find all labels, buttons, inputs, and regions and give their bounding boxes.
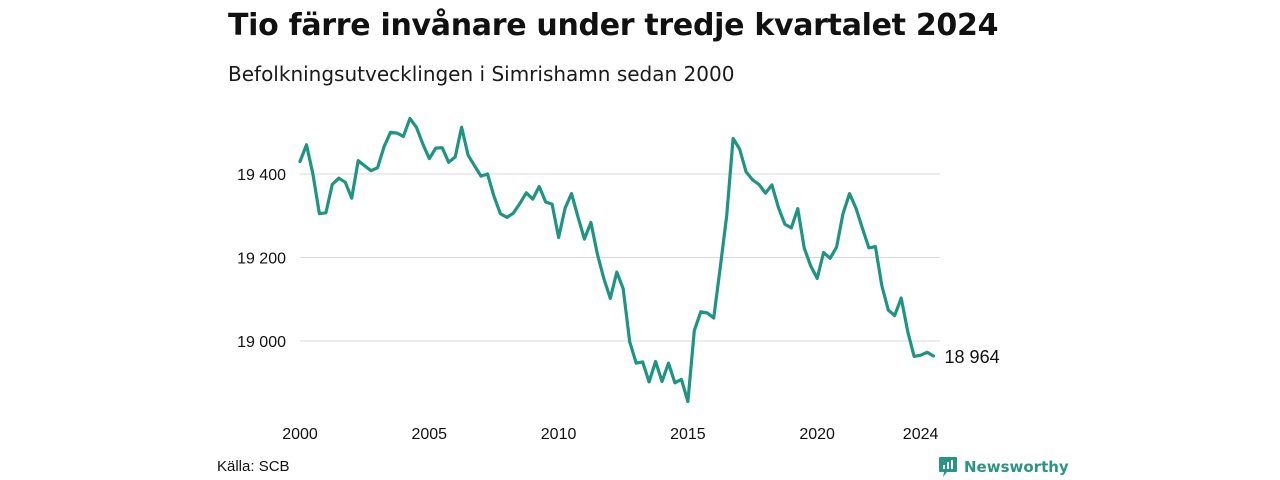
x-tick-label: 2010	[541, 426, 577, 443]
y-axis-tick-labels: 19 000 19 200 19 400	[237, 167, 286, 351]
brand-name: Newsworthy	[964, 458, 1069, 476]
gridlines	[300, 173, 940, 342]
x-tick-label: 2024	[903, 426, 939, 443]
y-tick-label: 19 200	[237, 251, 286, 268]
x-tick-label: 2005	[411, 426, 447, 443]
end-value-label: 18 964	[945, 347, 1000, 367]
brand: Newsworthy	[938, 456, 1069, 478]
x-tick-label: 2000	[282, 426, 318, 443]
chart-title: Tio färre invånare under tredje kvartale…	[228, 8, 999, 43]
y-tick-label: 19 000	[237, 334, 286, 351]
x-tick-label: 2020	[799, 426, 835, 443]
source-note: Källa: SCB	[217, 458, 290, 475]
series-population	[298, 116, 936, 404]
x-tick-label: 2015	[670, 426, 706, 443]
y-tick-label: 19 400	[237, 167, 286, 184]
x-axis-tick-labels: 2000 2005 2010 2015 2020 2024	[282, 426, 938, 443]
chart-subtitle: Befolkningsutvecklingen i Simrishamn sed…	[228, 62, 735, 86]
series-line	[298, 116, 936, 404]
end-value-label-group: 18 964	[945, 347, 1000, 367]
newsworthy-logo-icon	[939, 457, 957, 477]
